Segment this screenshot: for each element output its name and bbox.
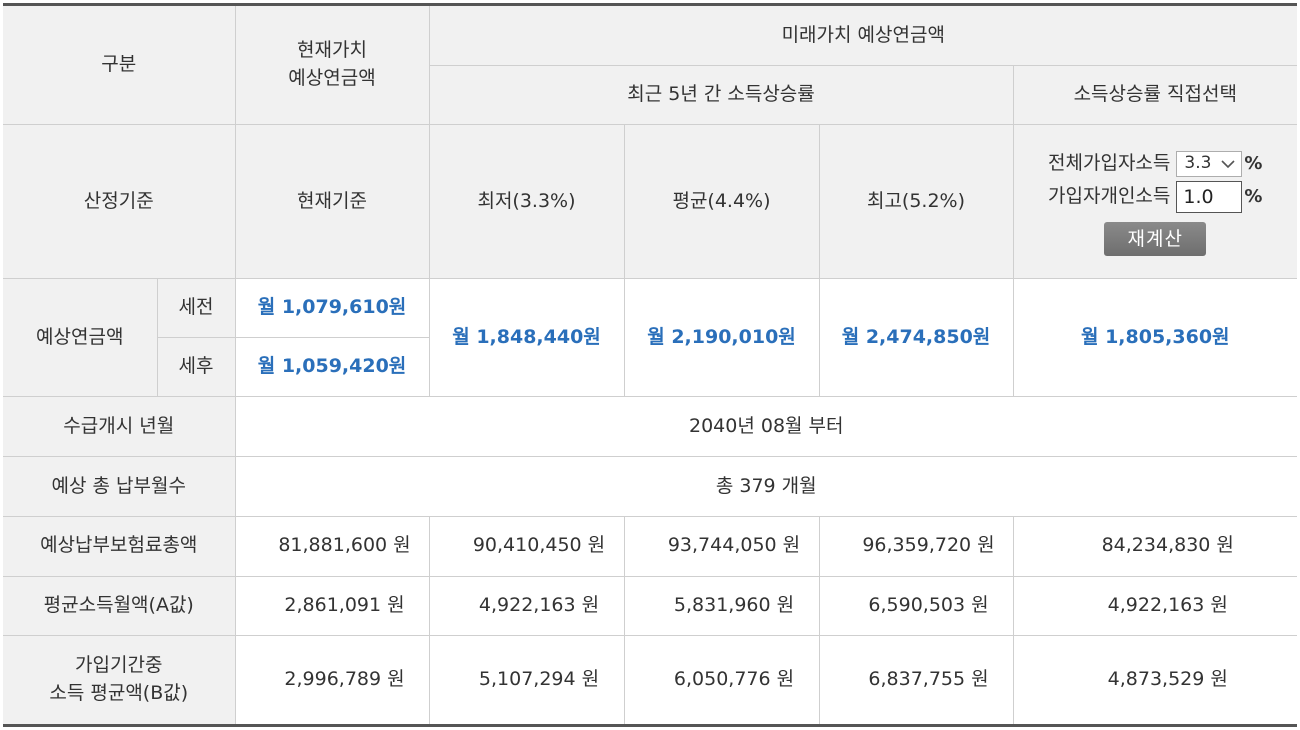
b-value-label-line1: 가입기간중 [75,654,163,677]
avg-pension-amount: 월 2,190,010원 [623,277,820,398]
premium-total-current: 81,881,600 원 [234,515,430,577]
premium-total-low: 90,410,450 원 [428,515,625,577]
current-aftertax-amount: 월 1,059,420원 [234,336,429,398]
premium-total-direct: 84,234,830 원 [1012,515,1297,577]
personal-income-label: 가입자개인소득 [1048,184,1171,207]
a-value-low: 4,922,163 원 [428,575,625,637]
basis-low: 최저(3.3%) [428,123,625,279]
all-income-select[interactable]: 3.3 [1176,150,1243,177]
high-pension-amount: 월 2,474,850원 [818,277,1014,398]
table-bottom-border [3,724,1297,727]
basis-current: 현재기준 [234,123,430,279]
table-top-border [3,3,1297,6]
premium-total-high: 96,359,720 원 [818,515,1014,577]
header-present-value-line2: 예상연금액 [288,66,376,89]
basis-avg: 평균(4.4%) [623,123,820,279]
basis-high: 최고(5.2%) [818,123,1014,279]
a-value-current: 2,861,091 원 [234,575,430,637]
basis-row: 산정기준 현재기준 최저(3.3%) 평균(4.4%) 최고(5.2%) 전체가… [3,123,1298,279]
b-value-direct: 4,873,529 원 [1012,635,1297,724]
pension-pretax-row: 예상연금액 세전 월 1,079,610원 월 1,848,440원 월 2,1… [3,277,1297,398]
payment-months-label: 예상 총 납부월수 [3,456,236,517]
all-income-row: 전체가입자소득 3.3 % [1014,150,1298,178]
all-income-label: 전체가입자소득 [1048,152,1171,175]
header-direct-select: 소득상승률 직접선택 [1012,64,1297,125]
a-value-label: 평균소득월액(A값) [3,575,236,637]
b-value-high: 6,837,755 원 [818,635,1014,724]
all-income-select-value: 3.3 [1184,153,1212,174]
premium-total-avg: 93,744,050 원 [623,515,820,577]
personal-income-row: 가입자개인소득 % [1014,180,1298,213]
aftertax-label: 세후 [157,336,236,398]
start-date-label: 수급개시 년월 [3,396,236,458]
pension-label: 예상연금액 [3,277,158,398]
personal-income-input[interactable] [1176,180,1243,213]
start-date-row: 수급개시 년월 2040년 08월 부터 [3,396,1297,458]
current-pretax-amount: 월 1,079,610원 [234,277,430,338]
low-pension-amount: 월 1,848,440원 [428,277,625,398]
payment-months-value: 총 379 개월 [234,456,1297,517]
b-value-label-line2: 소득 평균액(B값) [49,682,189,705]
premium-total-label: 예상납부보험료총액 [3,515,236,577]
direct-select-controls: 전체가입자소득 3.3 % 가입자개인소득 % 재계산 [1012,123,1298,279]
chevron-down-icon [1221,160,1235,168]
a-value-row: 평균소득월액(A값) 2,861,091 원 4,922,163 원 5,831… [3,575,1297,637]
b-value-label: 가입기간중 소득 평균액(B값) [3,635,236,724]
start-date-value: 2040년 08월 부터 [234,396,1297,458]
b-value-avg: 6,050,776 원 [623,635,820,724]
header-row-1: 구분 현재가치 예상연금액 미래가치 예상연금액 [3,6,1297,125]
all-income-percent: % [1244,152,1263,174]
header-row-2: 최근 5년 간 소득상승률 소득상승률 직접선택 [3,64,1297,125]
pretax-label: 세전 [156,277,236,338]
a-value-high: 6,590,503 원 [818,575,1014,637]
b-value-current: 2,996,789 원 [234,635,430,724]
pension-aftertax-row: 세후 월 1,059,420원 [3,336,1297,398]
b-value-low: 5,107,294 원 [428,635,625,724]
a-value-direct: 4,922,163 원 [1012,575,1297,637]
direct-pension-amount: 월 1,805,360원 [1012,277,1297,398]
header-future-value: 미래가치 예상연금액 [428,6,1297,66]
b-value-row: 가입기간중 소득 평균액(B값) 2,996,789 원 5,107,294 원… [3,635,1297,724]
premium-total-row: 예상납부보험료총액 81,881,600 원 90,410,450 원 93,7… [3,515,1297,577]
basis-label: 산정기준 [3,123,236,279]
header-present-value: 현재가치 예상연금액 [234,6,430,125]
header-recent-5yr: 최근 5년 간 소득상승률 [429,64,1014,125]
pension-table: 구분 현재가치 예상연금액 미래가치 예상연금액 최근 5년 간 소득상승률 소… [3,6,1297,724]
header-category: 구분 [3,6,236,125]
personal-income-percent: % [1244,185,1263,207]
header-present-value-line1: 현재가치 [297,39,367,62]
payment-months-row: 예상 총 납부월수 총 379 개월 [3,456,1297,517]
recalculate-button[interactable]: 재계산 [1104,221,1207,256]
a-value-avg: 5,831,960 원 [623,575,820,637]
